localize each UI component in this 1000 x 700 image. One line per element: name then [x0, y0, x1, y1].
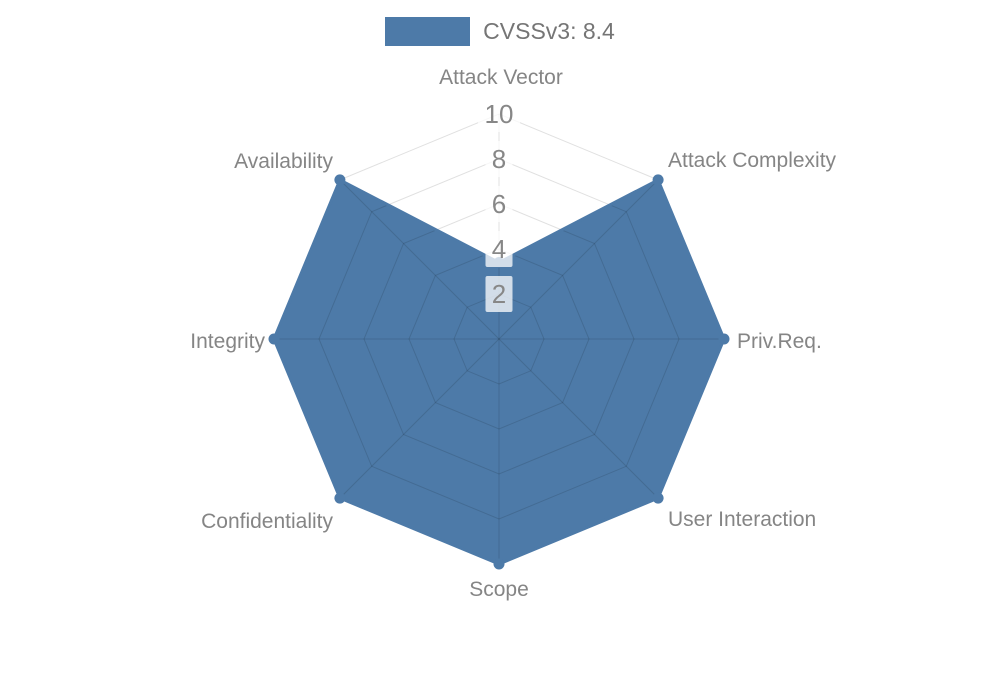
- data-point: [652, 174, 664, 186]
- data-point: [334, 492, 346, 504]
- tick-label: 10: [485, 99, 514, 129]
- point-label: Scope: [469, 578, 529, 601]
- tick-label: 8: [492, 144, 506, 174]
- tick-backdrop: [485, 141, 513, 177]
- point-label: Attack Complexity: [668, 149, 837, 172]
- data-point: [334, 174, 346, 186]
- tick-backdrop: [478, 96, 520, 132]
- point-label: Confidentiality: [201, 510, 333, 533]
- data-point: [718, 333, 730, 345]
- point-label: Integrity: [190, 330, 265, 353]
- axis-line: [498, 338, 659, 499]
- grid-ring: [318, 158, 680, 520]
- data-point: [268, 333, 280, 345]
- point-label: Priv.Req.: [737, 330, 822, 353]
- tick-backdrop: [485, 231, 513, 267]
- data-point: [652, 492, 664, 504]
- point-label: Attack Vector: [439, 66, 563, 89]
- tick-backdrop: [485, 276, 513, 312]
- axis-line: [498, 179, 659, 340]
- axis-line: [339, 179, 500, 340]
- point-label: User Interaction: [668, 508, 816, 531]
- series-area: [274, 179, 724, 564]
- axis-line: [339, 338, 500, 499]
- legend-swatch: [385, 17, 471, 46]
- tick-label: 2: [492, 279, 506, 309]
- tick-backdrop: [485, 186, 513, 222]
- chart-legend[interactable]: CVSSv3: 8.4: [0, 17, 1000, 46]
- point-label: Availability: [234, 150, 333, 173]
- grid-ring: [363, 203, 635, 475]
- data-point: [493, 558, 505, 570]
- tick-label: 4: [492, 234, 506, 264]
- grid-ring: [453, 293, 545, 385]
- legend-label: CVSSv3: 8.4: [483, 18, 615, 44]
- tick-label: 6: [492, 189, 506, 219]
- grid-ring: [408, 248, 590, 430]
